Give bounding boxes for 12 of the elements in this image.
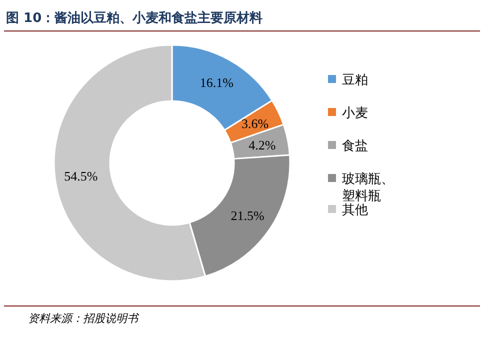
legend-label: 小麦: [342, 106, 368, 121]
text: 资料来源：招股说明书: [28, 312, 140, 325]
legend-label: 豆粕: [342, 73, 368, 88]
data-label: 16.1%: [200, 75, 234, 90]
legend-label: 食盐: [342, 139, 368, 154]
data-label: 21.5%: [230, 208, 264, 224]
legend-label: 玻璃瓶、塑料瓶: [342, 172, 394, 204]
data-label: 3.6%: [241, 116, 269, 131]
data-label: 54.5%: [64, 168, 98, 184]
data-label: 4.2%: [248, 137, 276, 152]
legend-label: 其他: [342, 203, 368, 218]
chart-title: 图 10：酱油以豆粕、小麦和食盐主要原材料: [6, 10, 263, 26]
